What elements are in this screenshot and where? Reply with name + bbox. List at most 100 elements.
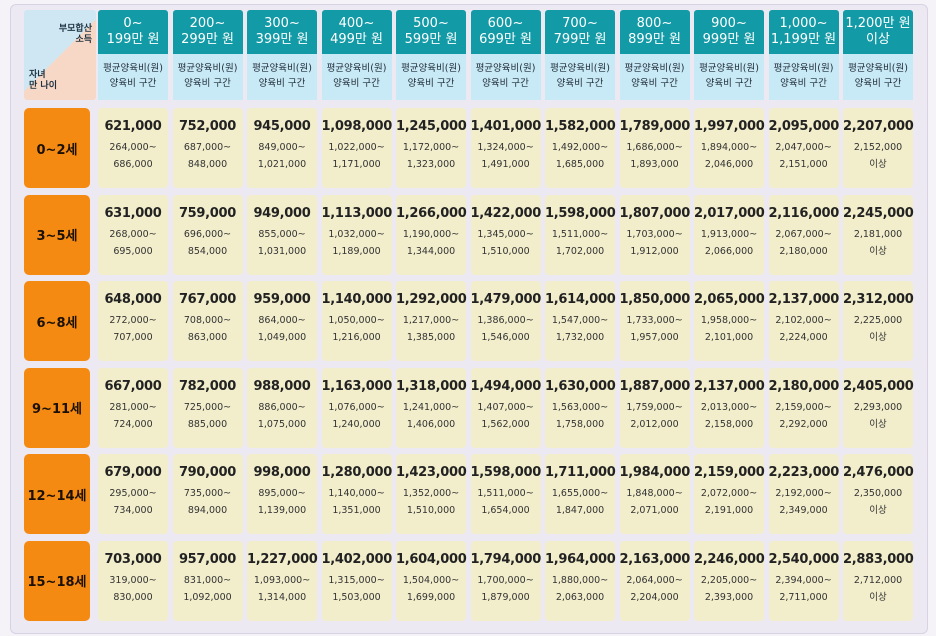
income-range-line: 800~ <box>636 16 673 31</box>
cost-range: 1,093,000~ 1,314,000 <box>247 572 317 606</box>
avg-cost-sub-label: 평균양육비(원) <box>624 63 685 74</box>
cost-range-line: 1,385,000 <box>406 332 456 343</box>
cost-range-sub-label: 양육비 구간 <box>184 78 231 89</box>
column-sub-labels: 평균양육비(원) 양육비 구간 <box>545 54 615 100</box>
cost-range-line: 1,022,000~ <box>328 142 385 153</box>
age-row-header: 6~8세 <box>24 281 90 361</box>
avg-cost-value: 2,246,000 <box>694 551 765 567</box>
avg-cost-value: 1,423,000 <box>396 465 467 480</box>
column-sub-labels: 평균양육비(원) 양육비 구간 <box>247 54 317 100</box>
cost-range-line: 1,957,000 <box>630 332 679 343</box>
cost-range: 268,000~ 695,000 <box>98 226 168 260</box>
cost-range-line: 1,216,000 <box>332 332 381 343</box>
cost-range-line: 319,000~ <box>109 574 157 586</box>
cost-range: 2,394,000~ 2,711,000 <box>769 572 839 606</box>
cost-range-line: 1,503,000 <box>332 591 381 603</box>
cost-range: 1,655,000~ 1,847,000 <box>545 485 615 519</box>
cost-range-line: 1,032,000~ <box>328 228 385 240</box>
cost-range: 1,315,000~ 1,503,000 <box>322 572 392 606</box>
cost-range: 2,181,000 이상 <box>843 226 913 260</box>
age-row-header: 15~18세 <box>24 540 90 621</box>
income-range-label: 500~ 599만 원 <box>396 10 466 54</box>
avg-cost-value: 1,494,000 <box>470 378 542 394</box>
cost-range: 864,000~ 1,049,000 <box>247 312 317 346</box>
avg-cost-value: 2,017,000 <box>694 205 765 221</box>
table-cell: 2,095,000 2,047,000~ 2,151,000 <box>768 108 839 188</box>
table-cell: 1,582,000 1,492,000~ 1,685,000 <box>545 108 616 188</box>
cost-range-line: 이상 <box>869 332 887 343</box>
avg-cost-value: 1,098,000 <box>321 119 393 134</box>
table-cell: 1,423,000 1,352,000~ 1,510,000 <box>396 454 467 534</box>
cost-range-line: 831,000~ <box>183 574 232 586</box>
avg-cost-value: 648,000 <box>104 292 162 307</box>
cost-range: 1,759,000~ 2,012,000 <box>620 399 690 433</box>
cost-range-line: 2,180,000 <box>779 245 828 257</box>
cost-range: 1,563,000~ 1,758,000 <box>545 399 615 433</box>
cost-range-line: 855,000~ <box>258 228 306 240</box>
avg-cost-value: 1,227,000 <box>247 551 318 567</box>
cost-range-line: 854,000 <box>187 245 228 257</box>
income-column-header: 300~ 399만 원 평균양육비(원) 양육비 구간 <box>247 10 317 100</box>
income-range-label: 1,000~ 1,199만 원 <box>768 10 839 54</box>
cost-range-line: 695,000 <box>113 245 153 257</box>
income-range-line: 700~ <box>562 16 598 31</box>
cost-range: 1,022,000~ 1,171,000 <box>322 139 392 173</box>
cost-range-line: 707,000 <box>113 332 153 343</box>
table-cell: 988,000 886,000~ 1,075,000 <box>247 367 317 448</box>
avg-cost-value: 988,000 <box>253 378 311 394</box>
cost-range-line: 1,702,000 <box>555 245 605 257</box>
avg-cost-value: 2,180,000 <box>768 378 840 394</box>
income-range-line: 499만 원 <box>330 32 383 47</box>
corner-header: 부모합산 소득 자녀 만 나이 <box>24 10 96 100</box>
cost-range-line: 1,654,000 <box>481 505 530 516</box>
cost-range-line: 2,047,000~ <box>775 142 832 153</box>
cost-range-line: 2,293,000 <box>853 401 903 413</box>
cost-range-line: 1,323,000 <box>406 159 456 170</box>
table-cell: 1,789,000 1,686,000~ 1,893,000 <box>619 108 690 188</box>
cost-range-line: 2,063,000 <box>555 591 605 603</box>
table-cell: 782,000 725,000~ 885,000 <box>172 367 243 448</box>
cost-range-line: 1,759,000~ <box>626 401 683 413</box>
cost-range-line: 2,350,000 <box>853 488 903 499</box>
income-column-header: 800~ 899만 원 평균양육비(원) 양육비 구간 <box>619 10 690 100</box>
income-range-line: 이상 <box>866 32 890 47</box>
avg-cost-value: 959,000 <box>253 292 311 307</box>
cost-range-line: 2,205,000~ <box>700 574 758 586</box>
table-cell: 703,000 319,000~ 830,000 <box>98 540 168 621</box>
income-range-line: 699만 원 <box>479 32 532 47</box>
avg-cost-value: 631,000 <box>104 205 162 221</box>
avg-cost-value: 2,883,000 <box>843 551 914 567</box>
avg-cost-value: 1,598,000 <box>545 205 616 221</box>
income-column-header: 400~ 499만 원 평균양육비(원) 양육비 구간 <box>321 10 392 100</box>
cost-range-line: 1,546,000 <box>481 332 530 343</box>
cost-range-sub-label: 양육비 구간 <box>109 78 157 89</box>
avg-cost-value: 1,604,000 <box>396 551 467 567</box>
income-range-label: 800~ 899만 원 <box>619 10 690 54</box>
table-cell: 2,137,000 2,102,000~ 2,224,000 <box>768 281 839 361</box>
income-column-header: 1,200만 원 이상 평균양육비(원) 양육비 구간 <box>843 10 913 100</box>
income-range-label: 0~ 199만 원 <box>98 10 168 54</box>
cost-range-line: 1,880,000~ <box>551 574 609 586</box>
cost-range-line: 이상 <box>869 591 887 603</box>
avg-cost-value: 1,292,000 <box>396 292 467 307</box>
cost-range: 2,072,000~ 2,191,000 <box>694 485 764 519</box>
income-range-line: 299만 원 <box>181 32 234 47</box>
avg-cost-value: 2,137,000 <box>694 378 765 394</box>
cost-range: 2,047,000~ 2,151,000 <box>769 139 839 173</box>
cost-range: 708,000~ 863,000 <box>173 312 243 346</box>
column-sub-labels: 평균양육비(원) 양육비 구간 <box>768 54 839 100</box>
cost-range-line: 1,406,000 <box>406 418 456 430</box>
cost-range-line: 1,049,000 <box>257 332 307 343</box>
cost-range: 1,511,000~ 1,654,000 <box>471 485 541 519</box>
cost-range-line: 1,139,000 <box>257 505 307 516</box>
cost-range-sub-label: 양육비 구간 <box>333 78 380 89</box>
cost-range-line: 1,686,000~ <box>626 142 683 153</box>
cost-range-line: 272,000~ <box>109 315 157 326</box>
income-range-line: 199만 원 <box>106 32 160 47</box>
cost-range-line: 1,511,000~ <box>551 228 609 240</box>
avg-cost-value: 1,401,000 <box>470 119 542 134</box>
avg-cost-value: 2,223,000 <box>768 465 840 480</box>
cost-range-line: 1,172,000~ <box>402 142 460 153</box>
cost-range-line: 724,000 <box>113 418 153 430</box>
income-range-line: 0~ <box>123 16 143 31</box>
